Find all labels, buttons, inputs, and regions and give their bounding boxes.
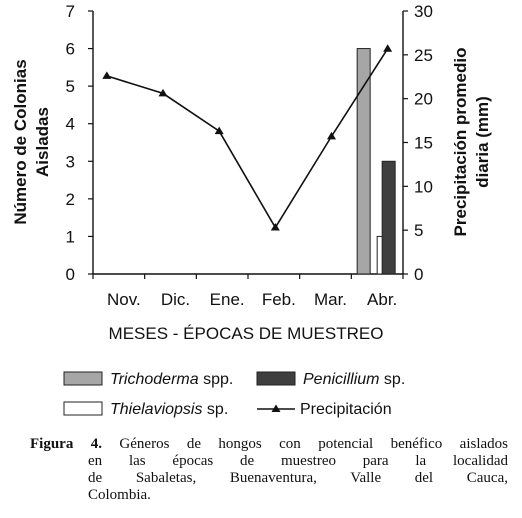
axes: 0 1 2 3 4 5 6 7 0 5 10 15 20 25 30 Nov. Dic. Ene. Feb. Mar.… <box>66 2 433 309</box>
precipitation-point <box>270 223 280 231</box>
y-left-title-line1: Número de Colonias <box>11 59 30 224</box>
y-right-tick-label: 30 <box>414 2 433 21</box>
axis-labels: MESES - ÉPOCAS DE MUESTREO Número de Col… <box>11 48 492 343</box>
x-tick-label: Ene. <box>210 290 245 309</box>
legend-label-precipitacion: Precipitación <box>300 401 392 418</box>
caption-text-1: Géneros de hongos con potencial benéfico… <box>119 436 508 452</box>
caption-line-2: en las épocas de muestreo para la locali… <box>88 453 508 469</box>
precipitation-point <box>327 131 336 140</box>
precipitation-line-path <box>106 48 389 230</box>
caption-line-4: Colombia. <box>88 487 151 503</box>
y-left-tick-label: 1 <box>66 227 75 246</box>
legend-swatch-penicillium <box>256 371 296 386</box>
legend-label-thielaviopsis: Thielaviopsis sp. <box>110 401 228 418</box>
x-tick-label: Feb. <box>262 290 296 309</box>
legend: Trichoderma spp. Penicillium sp. Thielav… <box>63 371 405 418</box>
y-right-tick-label: 15 <box>414 134 433 153</box>
caption-line-3: de Sabaletas, Buenaventura, Valle del Ca… <box>88 470 508 486</box>
precipitation-point <box>102 71 112 79</box>
bar-trichoderma <box>356 48 371 275</box>
chart: 0 1 2 3 4 5 6 7 0 5 10 15 20 25 30 Nov. Dic. Ene. Feb. Mar.… <box>11 2 492 418</box>
caption-label: Figura 4. <box>30 436 102 452</box>
x-tick-label: Mar. <box>314 290 347 309</box>
y-left-tick-label: 2 <box>66 190 75 209</box>
figure-caption: Figura 4. Géneros de hongos con potencia… <box>30 436 508 504</box>
y-left-tick-label: 6 <box>66 40 75 59</box>
y-right-tick-label: 10 <box>414 177 433 196</box>
legend-marker-precipitacion <box>271 404 281 412</box>
precipitation-point <box>383 44 393 52</box>
y-left-tick-label: 7 <box>66 2 75 21</box>
y-right-title-line1: Precipitación promedio <box>451 48 470 237</box>
bars <box>356 48 396 275</box>
legend-swatch-trichoderma <box>63 371 103 386</box>
x-tick-label: Dic. <box>161 290 190 309</box>
x-axis-title: MESES - ÉPOCAS DE MUESTREO <box>109 324 384 343</box>
legend-label-penicillium: Penicillium sp. <box>303 371 405 388</box>
precipitation-line <box>102 44 393 231</box>
x-tick-label: Abr. <box>367 290 397 309</box>
x-tick-label: Nov. <box>107 290 141 309</box>
y-right-tick-label: 25 <box>414 46 433 65</box>
y-left-title-line2: Aisladas <box>33 107 52 177</box>
y-right-title-line2: diaria (mm) <box>473 96 492 188</box>
y-left-tick-label: 0 <box>66 265 75 284</box>
y-left-tick-label: 4 <box>66 115 75 134</box>
precipitation-point <box>214 126 224 135</box>
y-right-tick-label: 20 <box>414 90 433 109</box>
precipitation-point <box>158 88 168 97</box>
y-right-tick-label: 0 <box>414 265 423 284</box>
y-left-tick-label: 3 <box>66 152 75 171</box>
caption-line-1: Figura 4. Géneros de hongos con potencia… <box>30 436 508 453</box>
legend-swatch-thielaviopsis <box>63 401 103 416</box>
y-right-tick-label: 5 <box>414 221 423 240</box>
y-left-tick-label: 5 <box>66 77 75 96</box>
bar-penicillium <box>381 160 396 275</box>
legend-label-trichoderma: Trichoderma spp. <box>110 371 233 388</box>
